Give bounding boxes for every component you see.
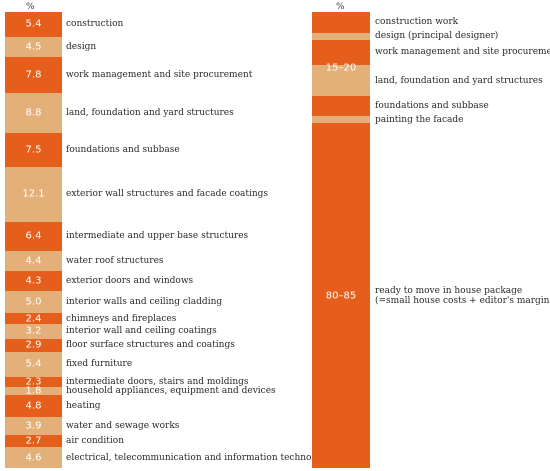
- segment-value-label: 4.4: [25, 255, 42, 267]
- segment-value-label: 4.3: [25, 275, 42, 287]
- segment-value-label: 7.8: [25, 69, 42, 81]
- segment-category-label: electrical, telecommunication and inform…: [66, 452, 331, 463]
- segment-value-label: 12.1: [22, 188, 45, 200]
- segment-category-label: land, foundation and yard structures: [66, 107, 234, 118]
- segment-category-label: household appliances, equipment and devi…: [66, 386, 276, 397]
- segment-value-label: 5.4: [25, 358, 42, 370]
- bar-segment: [5, 221, 62, 252]
- segment-category-label: floor surface structures and coatings: [66, 340, 235, 351]
- segment-category-label: foundations and subbase: [66, 144, 180, 155]
- segment-category-label: exterior wall structures and facade coat…: [66, 189, 269, 200]
- segment-category-label: interior wall and ceiling coatings: [66, 326, 217, 337]
- bar-segment: [312, 123, 370, 469]
- segment-value-label: 3.9: [25, 420, 42, 432]
- segment-value-label: 8.8: [25, 107, 42, 119]
- bar-segment: [312, 96, 370, 117]
- segment-value-label: 3.2: [25, 325, 42, 337]
- bar-segment: [5, 338, 62, 353]
- segment-category-label: work management and site procurement: [375, 47, 550, 58]
- bar-segment: [5, 132, 62, 168]
- segment-value-label: 5.0: [25, 296, 42, 308]
- segment-value-label: 4.8: [25, 400, 42, 412]
- bar-segment: [5, 395, 62, 418]
- bar-segment: [5, 447, 62, 469]
- segment-category-label: water roof structures: [66, 255, 164, 266]
- bar-segment: [5, 270, 62, 291]
- segment-category-label: land, foundation and yard structures: [375, 75, 543, 86]
- segment-value-label: 6.4: [25, 230, 42, 242]
- unit-label: %: [26, 2, 35, 12]
- segment-value-label: 5.4: [25, 18, 42, 30]
- bar-segment: [5, 351, 62, 377]
- segment-category-label: work management and site procurement: [66, 69, 253, 80]
- segment-value-label: 2.7: [25, 435, 42, 447]
- segment-category-label: air condition: [66, 435, 125, 446]
- bar-segment: [5, 386, 62, 396]
- segment-category-label: intermediate and upper base structures: [66, 231, 249, 242]
- segment-category-label: fixed furniture: [66, 359, 133, 370]
- segment-category-label: water and sewage works: [66, 420, 180, 431]
- segment-value-label: 7.5: [25, 144, 42, 156]
- segment-value-label: 2.4: [25, 313, 42, 325]
- segment-category-label: interior walls and ceiling cladding: [66, 296, 223, 307]
- segment-category-label: design: [66, 41, 97, 52]
- bar-segment: [5, 92, 62, 134]
- bar-segment: [312, 32, 370, 41]
- bar-segment: [5, 324, 62, 340]
- segment-value-label: 4.6: [25, 452, 42, 464]
- segment-value-label: 2.9: [25, 339, 42, 351]
- segment-value-label: 4.5: [25, 41, 42, 53]
- bar-segment: [312, 115, 370, 124]
- bar-segment: [5, 166, 62, 223]
- segment-category-label: ready to move in house package (=small ho…: [375, 285, 550, 306]
- bar-segment: [312, 12, 370, 34]
- segment-value-label: 2.3: [25, 376, 42, 388]
- bar-segment: [312, 39, 370, 66]
- bar-segment: [312, 64, 370, 97]
- segment-value-label: 80–85: [325, 290, 357, 302]
- segment-category-label: construction: [66, 19, 124, 30]
- segment-category-label: heating: [66, 401, 101, 412]
- bar-segment: [5, 417, 62, 436]
- bar-segment: [5, 250, 62, 272]
- bar-segment: [5, 313, 62, 325]
- bar-segment: [5, 12, 62, 38]
- bar-segment: [5, 36, 62, 58]
- bar-segment: [5, 57, 62, 94]
- segment-category-label: foundations and subbase: [375, 101, 489, 112]
- segment-category-label: painting the facade: [375, 114, 464, 125]
- segment-category-label: chimneys and fireplaces: [66, 313, 177, 324]
- segment-category-label: exterior doors and windows: [66, 275, 194, 286]
- group-value-label: 15–20: [325, 62, 357, 74]
- unit-label: %: [336, 2, 345, 12]
- segment-category-label: intermediate doors, stairs and moldings: [66, 376, 249, 387]
- segment-category-label: design (principal designer): [375, 31, 499, 42]
- bar-segment: [5, 290, 62, 314]
- segment-category-label: construction work: [375, 17, 459, 28]
- segment-value-label: 1.8: [25, 385, 42, 397]
- bar-segment: [5, 434, 62, 448]
- bar-segment: [5, 376, 62, 388]
